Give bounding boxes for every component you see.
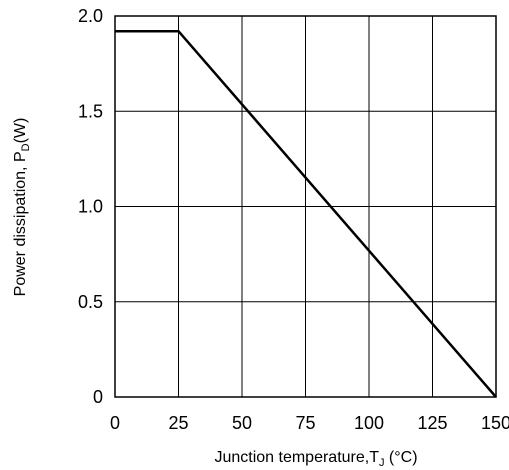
- x-tick-label: 75: [295, 413, 315, 433]
- y-tick-label: 1.0: [78, 197, 103, 217]
- y-tick-labels: 0 0.5 1.0 1.5 2.0: [78, 6, 103, 407]
- x-tick-label: 125: [417, 413, 447, 433]
- x-tick-label: 150: [481, 413, 509, 433]
- y-tick-label: 2.0: [78, 6, 103, 26]
- grid: [114, 15, 497, 398]
- y-tick-label: 0: [93, 387, 103, 407]
- x-tick-label: 100: [354, 413, 384, 433]
- x-tick-labels: 0 25 50 75 100 125 150: [110, 413, 509, 433]
- x-axis-title: Junction temperature,TJ (°C): [214, 449, 417, 469]
- plot-frame: [114, 15, 497, 398]
- y-tick-label: 0.5: [78, 292, 103, 312]
- y-tick-label: 1.5: [78, 101, 103, 121]
- x-tick-label: 25: [168, 413, 188, 433]
- series-line: [115, 29, 497, 398]
- y-axis-title: Power dissipation, PD(W): [12, 118, 32, 297]
- x-tick-label: 0: [110, 413, 120, 433]
- x-tick-label: 50: [232, 413, 252, 433]
- series-layer: [115, 29, 497, 398]
